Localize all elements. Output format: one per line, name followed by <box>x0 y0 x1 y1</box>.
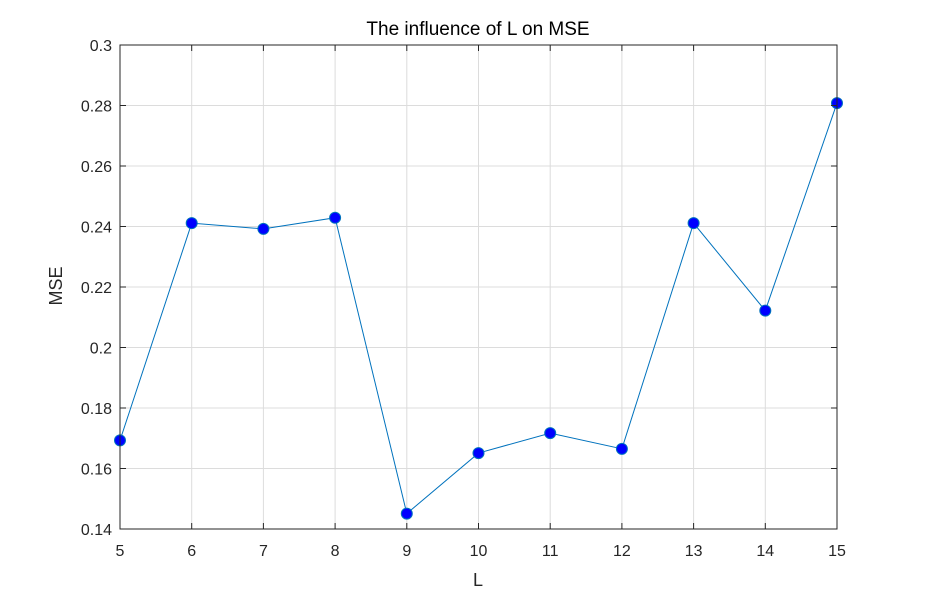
y-tick-label: 0.2 <box>90 341 112 358</box>
y-tick-label: 0.16 <box>81 462 112 479</box>
x-tick-label: 13 <box>685 543 703 560</box>
y-tick-label: 0.26 <box>81 159 112 176</box>
data-point <box>544 427 557 440</box>
x-tick-label: 10 <box>470 543 488 560</box>
x-tick-label: 11 <box>542 543 559 560</box>
x-tick-label: 5 <box>116 543 125 560</box>
x-tick-label: 9 <box>402 543 411 560</box>
x-tick-label: 15 <box>828 543 846 560</box>
data-point <box>759 304 772 317</box>
y-tick-labels: 0.14 0.16 0.18 0.2 0.22 0.24 0.26 0.28 0.3 <box>81 38 112 539</box>
data-point <box>400 507 413 520</box>
data-point <box>615 442 628 455</box>
y-axis-label: MSE <box>46 266 66 305</box>
x-tick-labels: 5 6 7 8 9 10 11 12 13 14 15 <box>116 543 846 560</box>
y-tick-label: 0.22 <box>81 280 112 297</box>
series-layer <box>114 97 843 520</box>
x-axis-label: L <box>473 570 483 590</box>
x-tick-label: 8 <box>331 543 340 560</box>
y-tick-label: 0.24 <box>81 220 112 237</box>
data-point <box>185 217 198 230</box>
y-tick-label: 0.14 <box>81 522 112 539</box>
x-tick-label: 14 <box>756 543 774 560</box>
axis-ticks <box>119 44 838 530</box>
x-tick-label: 12 <box>613 543 631 560</box>
x-tick-label: 7 <box>259 543 268 560</box>
data-point <box>687 217 700 230</box>
y-tick-label: 0.18 <box>81 401 112 418</box>
data-point <box>329 211 342 224</box>
x-tick-label: 6 <box>187 543 196 560</box>
y-tick-label: 0.3 <box>90 38 112 55</box>
data-point <box>472 447 485 460</box>
y-tick-label: 0.28 <box>81 99 112 116</box>
data-point <box>257 222 270 235</box>
chart-title: The influence of L on MSE <box>366 19 589 40</box>
